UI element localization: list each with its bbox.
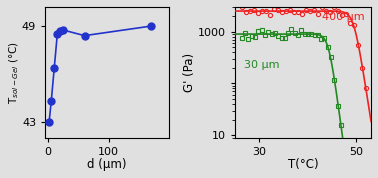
Y-axis label: T$_{sol-Gel}$ (°C): T$_{sol-Gel}$ (°C): [7, 41, 20, 104]
Text: 400 μm: 400 μm: [322, 12, 365, 22]
Text: 30 μm: 30 μm: [244, 60, 280, 70]
X-axis label: d (μm): d (μm): [87, 158, 127, 171]
X-axis label: T(°C): T(°C): [288, 158, 318, 171]
Y-axis label: G' (Pa): G' (Pa): [183, 53, 196, 92]
